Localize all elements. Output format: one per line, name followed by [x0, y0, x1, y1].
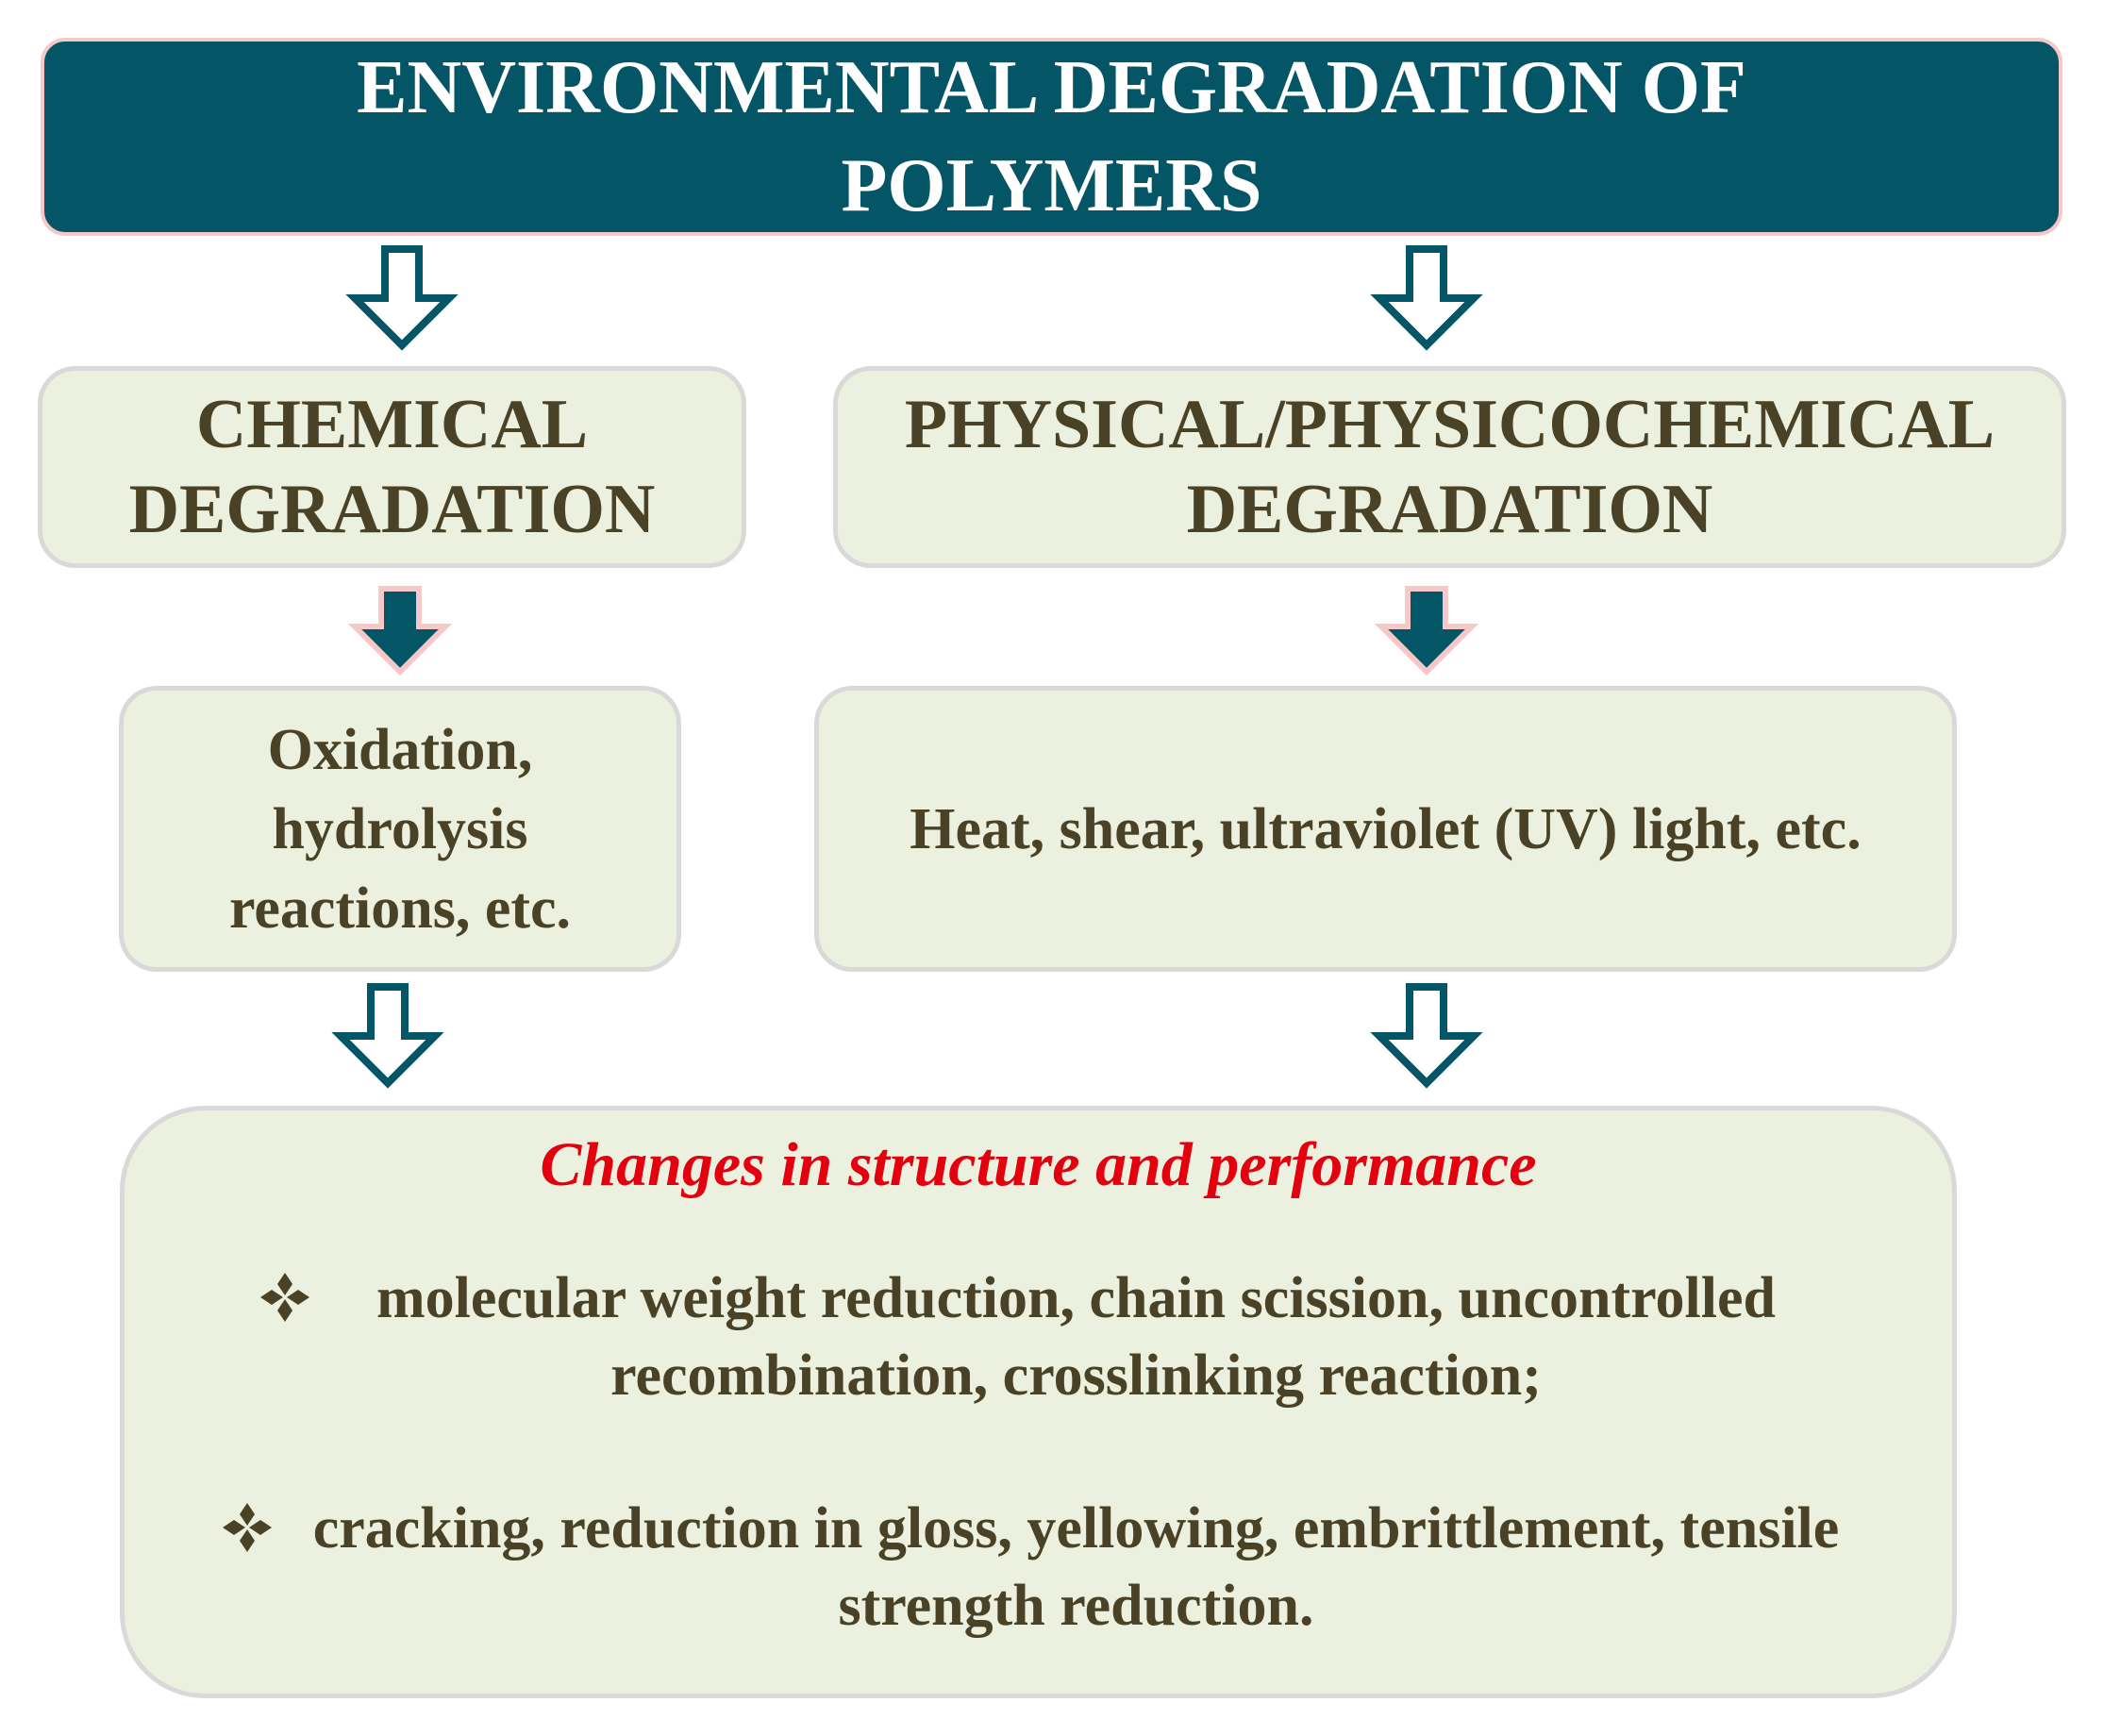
outcome-box: Changes in structure and performance mol…	[120, 1106, 1957, 1698]
title: ENVIRONMENTAL DEGRADATION OF POLYMERS	[357, 46, 1746, 227]
item-text: molecular weight reduction, chain scissi…	[376, 1266, 1776, 1408]
bullet	[223, 1503, 272, 1552]
branch-box: PHYSICAL/PHYSICOCHEMICAL DEGRADATION	[833, 366, 2066, 568]
branch-label: PHYSICAL/PHYSICOCHEMICAL DEGRADATION	[904, 386, 1995, 548]
solid-arrow	[347, 586, 453, 676]
outcome-item: molecular weight reduction, chain scissi…	[181, 1260, 1895, 1414]
hollow-arrow	[331, 983, 444, 1089]
item-text: cracking, reduction in gloss, yellowing,…	[312, 1496, 1840, 1638]
title-box: ENVIRONMENTAL DEGRADATION OF POLYMERS	[41, 38, 2062, 236]
detail-box: Oxidation, hydrolysis reactions, etc.	[119, 686, 681, 972]
hollow-arrow	[1370, 245, 1483, 351]
hollow-arrow	[1370, 983, 1483, 1089]
outcome-item: cracking, reduction in gloss, yellowing,…	[181, 1490, 1895, 1644]
branch-detail: Oxidation, hydrolysis reactions, etc.	[228, 717, 572, 941]
outcome-heading: Changes in structure and performance	[540, 1130, 1537, 1199]
bullet	[260, 1273, 309, 1322]
detail-box: Heat, shear, ultraviolet (UV) light, etc…	[814, 686, 1957, 972]
branch-detail: Heat, shear, ultraviolet (UV) light, etc…	[910, 796, 1862, 861]
solid-arrow	[1374, 586, 1479, 676]
branch-box: CHEMICAL DEGRADATION	[38, 366, 746, 568]
hollow-arrow	[345, 245, 459, 351]
branch-label: CHEMICAL DEGRADATION	[128, 386, 656, 548]
